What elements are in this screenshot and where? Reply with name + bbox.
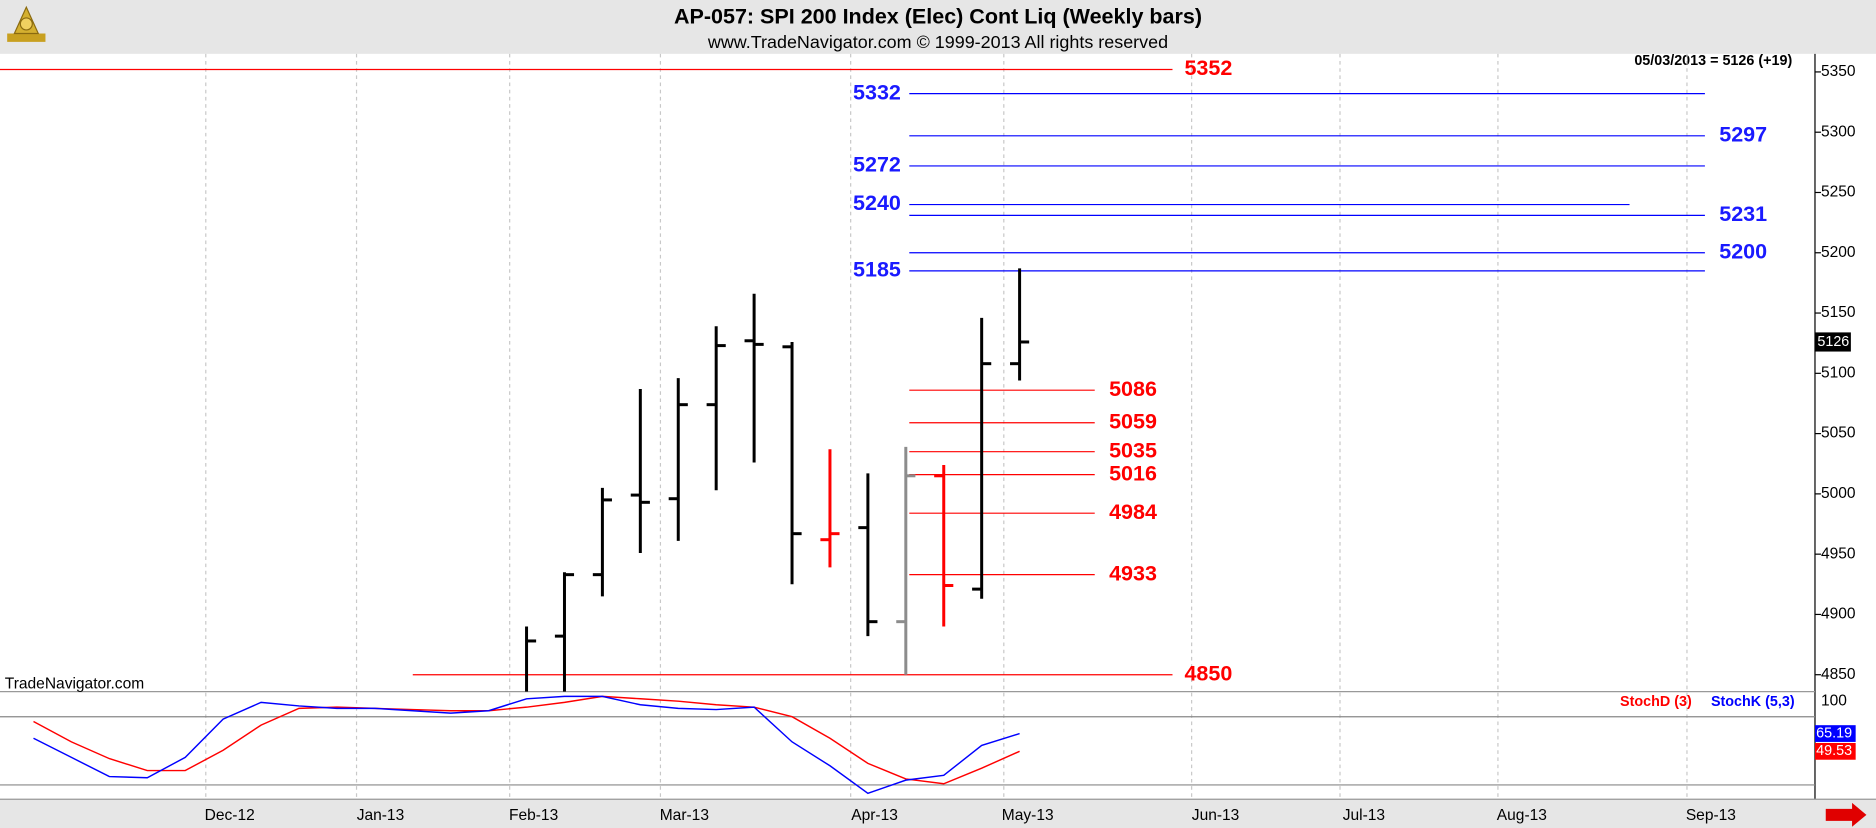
x-tick-label: Sep-13 — [1686, 807, 1736, 824]
header-quote: 05/03/2013 = 5126 (+19) — [1634, 53, 1792, 69]
level-label: 5059 — [1109, 409, 1157, 433]
y-tick-label: 5100 — [1821, 364, 1856, 381]
y-tick-label: 4950 — [1821, 545, 1856, 562]
x-tick-label: Dec-12 — [205, 807, 255, 824]
level-label: 5200 — [1719, 239, 1767, 263]
logo — [7, 5, 46, 42]
level-label: 5352 — [1184, 56, 1232, 80]
x-tick-label: Mar-13 — [660, 807, 709, 824]
legend-entry: StochK (5,3) — [1711, 694, 1795, 710]
level-label: 5185 — [853, 258, 901, 282]
title: AP-057: SPI 200 Index (Elec) Cont Liq (W… — [674, 5, 1202, 29]
y-tick-label: 5300 — [1821, 123, 1856, 140]
last-price-box — [1814, 332, 1851, 352]
level-label: 5016 — [1109, 461, 1157, 485]
x-tick-label: Jul-13 — [1343, 807, 1385, 824]
x-tick-label: May-13 — [1002, 807, 1054, 824]
stoch-value-label: 65.19 — [1816, 725, 1852, 741]
x-tick-label: Jan-13 — [357, 807, 405, 824]
level-label: 5297 — [1719, 123, 1767, 147]
stoch-value-label: 49.53 — [1816, 743, 1852, 759]
stoch-line — [33, 695, 1020, 785]
header-bg — [0, 0, 1876, 54]
level-label: 5332 — [853, 80, 901, 104]
y-tick-label: 5050 — [1821, 425, 1856, 442]
watermark: TradeNavigator.com — [5, 676, 144, 693]
level-label: 5272 — [853, 153, 901, 177]
legend-entry: StochD (3) — [1620, 694, 1692, 710]
y-tick-label: 5000 — [1821, 485, 1856, 502]
y-tick-label: 5200 — [1821, 244, 1856, 261]
x-axis-bg — [0, 799, 1876, 828]
y-tick-label: 5350 — [1821, 63, 1856, 80]
y-tick-label: 4850 — [1821, 666, 1856, 683]
level-label: 4933 — [1109, 561, 1157, 585]
x-tick-label: Feb-13 — [509, 807, 558, 824]
level-label: 5240 — [853, 191, 901, 215]
stoch-value-box — [1814, 742, 1856, 760]
stoch-value-box — [1814, 725, 1856, 742]
scroll-arrow[interactable] — [1825, 802, 1867, 827]
x-tick-label: Aug-13 — [1497, 807, 1547, 824]
stoch-tick-label: 100 — [1821, 692, 1847, 709]
last-price-label: 5126 — [1817, 334, 1849, 350]
y-tick-label: 5150 — [1821, 304, 1856, 321]
level-label: 4850 — [1184, 661, 1232, 685]
stoch-line — [33, 695, 1020, 795]
level-label: 5035 — [1109, 438, 1157, 462]
x-tick-label: Apr-13 — [851, 807, 898, 824]
y-tick-label: 4900 — [1821, 606, 1856, 623]
y-tick-label: 5250 — [1821, 184, 1856, 201]
x-tick-label: Jun-13 — [1192, 807, 1240, 824]
level-label: 4984 — [1109, 500, 1157, 524]
level-label: 5086 — [1109, 377, 1157, 401]
level-label: 5231 — [1719, 202, 1767, 226]
subtitle: www.TradeNavigator.com © 1999-2013 All r… — [707, 32, 1168, 52]
